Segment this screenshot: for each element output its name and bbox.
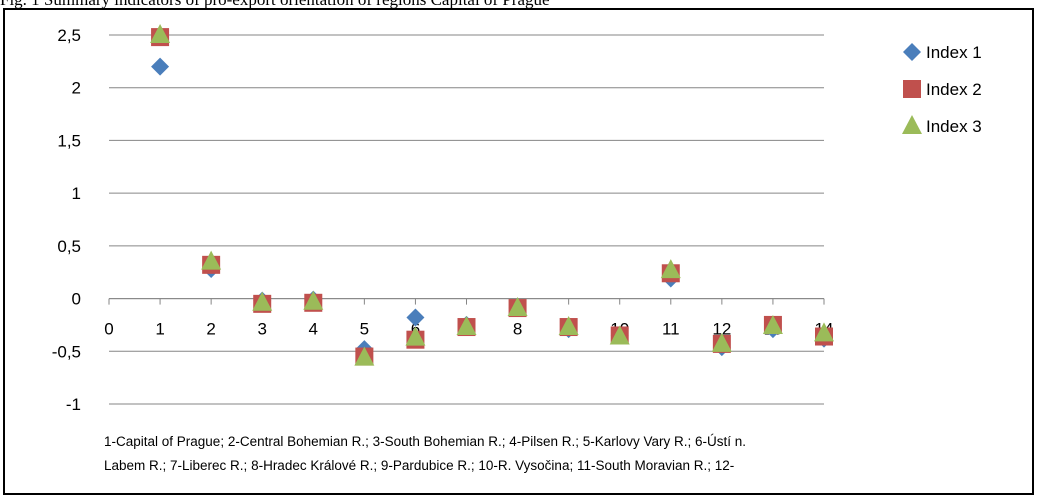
- x-tick-label: 3: [257, 320, 266, 339]
- data-point: [660, 259, 681, 279]
- data-point: [354, 346, 375, 366]
- data-point: [303, 290, 324, 310]
- data-point: [814, 322, 834, 342]
- x-tick-label: 8: [513, 320, 522, 339]
- series-3: [150, 24, 834, 366]
- footnote-line-2: Labem R.; 7-Liberec R.; 8-Hradec Králové…: [104, 458, 735, 473]
- x-tick-label: 0: [104, 320, 113, 339]
- x-tick-label: 1: [155, 320, 164, 339]
- data-point: [405, 326, 426, 346]
- data-point: [201, 250, 222, 270]
- y-tick-label: -1: [66, 395, 81, 414]
- y-tick-label: 2,5: [57, 26, 81, 45]
- x-tick-label: 11: [662, 320, 680, 339]
- legend-marker: [903, 80, 921, 98]
- y-tick-label: 1: [72, 184, 81, 203]
- y-tick-label: 0,5: [57, 237, 81, 256]
- y-axis-tick-labels: 2,5 2 1,5 1 0,5 0 -0,5 -1: [52, 26, 81, 414]
- legend-marker: [902, 115, 922, 134]
- legend-marker: [903, 43, 921, 61]
- legend: Index 1 Index 2 Index 3: [902, 43, 982, 136]
- data-point: [150, 24, 171, 43]
- y-tick-label: -0,5: [52, 342, 81, 361]
- data-point: [252, 291, 273, 311]
- data-point: [711, 332, 732, 352]
- x-axis: [108, 298, 825, 305]
- series-2: [151, 28, 833, 366]
- legend-label: Index 2: [926, 80, 982, 99]
- y-tick-label: 1,5: [57, 131, 81, 150]
- chart-frame: [3, 8, 1034, 495]
- data-point: [762, 314, 783, 334]
- x-tick-label: 5: [360, 320, 369, 339]
- data-point: [456, 316, 477, 336]
- footnote: 1-Capital of Prague; 2-Central Bohemian …: [104, 430, 1024, 478]
- series-1: [151, 57, 833, 359]
- legend-label: Index 3: [926, 117, 982, 136]
- x-tick-label: 12: [712, 320, 731, 339]
- footnote-line-1: 1-Capital of Prague; 2-Central Bohemian …: [104, 434, 747, 449]
- figure-caption: Fig. 1 Summary indicators of pro-export …: [0, 0, 1040, 9]
- gridlines: [109, 34, 824, 405]
- data-point: [151, 57, 170, 76]
- legend-label: Index 1: [926, 43, 982, 62]
- data-points: [150, 24, 834, 366]
- data-point: [507, 297, 528, 317]
- x-tick-label: 2: [206, 320, 215, 339]
- data-point: [406, 308, 425, 327]
- y-tick-label: 0: [72, 290, 81, 309]
- x-tick-label: 4: [309, 320, 318, 339]
- data-point: [558, 316, 579, 336]
- y-tick-label: 2: [72, 79, 81, 98]
- data-point: [609, 325, 630, 345]
